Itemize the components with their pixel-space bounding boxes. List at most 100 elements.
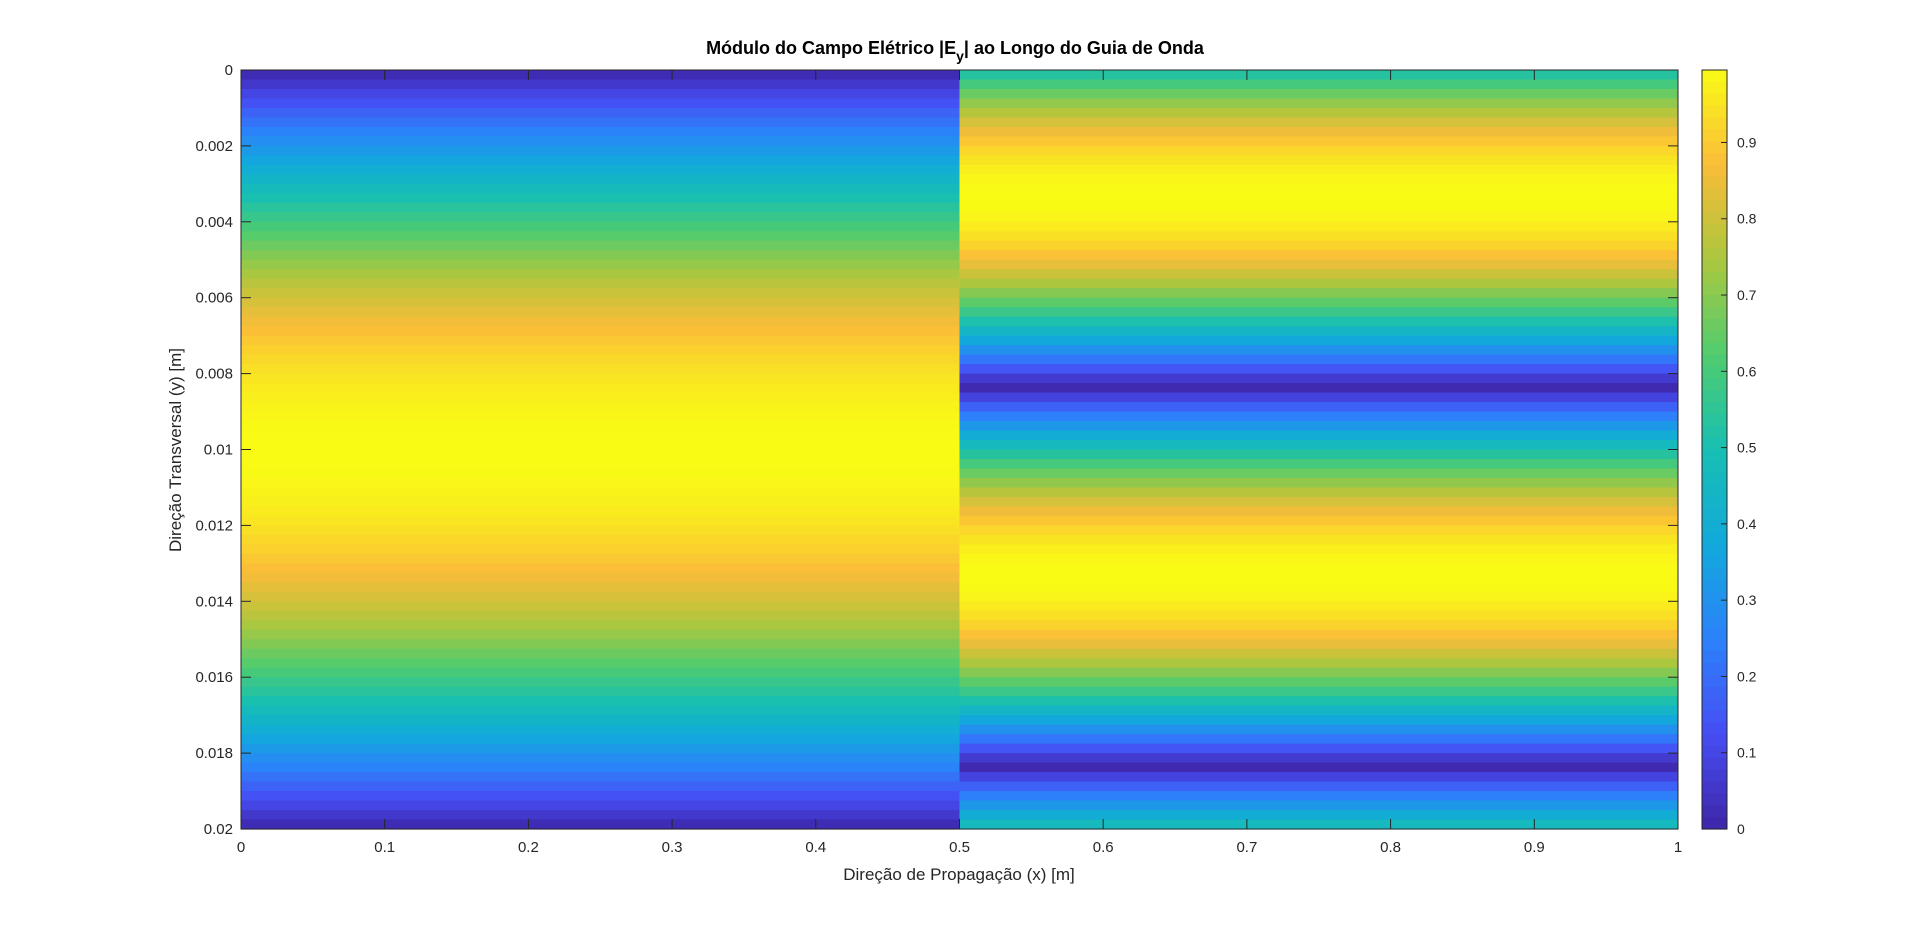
- colorbar-segment: [1702, 236, 1727, 249]
- colorbar-segment: [1702, 330, 1727, 344]
- colorbar-segment: [1702, 307, 1727, 320]
- heatmap-cell: [241, 819, 960, 830]
- x-tick-label: 0.1: [374, 839, 395, 856]
- colorbar-segment: [1702, 449, 1727, 462]
- colorbar-segment: [1702, 319, 1727, 332]
- heatmap-cell: [959, 307, 1678, 318]
- heatmap-cell: [959, 288, 1678, 299]
- colorbar-segment: [1702, 259, 1727, 273]
- heatmap-cell: [241, 70, 960, 81]
- heatmap-cell: [959, 79, 1678, 90]
- heatmap-cell: [241, 696, 960, 707]
- heatmap-cell: [959, 164, 1678, 175]
- heatmap-cell: [241, 164, 960, 175]
- heatmap-plot: [241, 70, 1678, 830]
- colorbar-segment: [1702, 674, 1727, 688]
- colorbar-segment: [1702, 342, 1727, 356]
- heatmap-cell: [959, 240, 1678, 251]
- heatmap-cell: [959, 98, 1678, 109]
- heatmap-cell: [241, 781, 960, 792]
- colorbar-segment: [1702, 212, 1727, 225]
- colorbar-segment: [1702, 437, 1727, 451]
- y-tick-label: 0: [225, 62, 233, 79]
- colorbar: [1702, 70, 1727, 830]
- y-tick-label: 0.002: [195, 138, 233, 155]
- heatmap-cell: [959, 705, 1678, 716]
- heatmap-cell: [959, 715, 1678, 726]
- heatmap-cell: [959, 563, 1678, 574]
- heatmap-cell: [959, 145, 1678, 156]
- heatmap-cell: [241, 440, 960, 451]
- colorbar-tick-label: 0: [1737, 821, 1745, 837]
- heatmap-cell: [959, 212, 1678, 223]
- colorbar-segment: [1702, 639, 1727, 652]
- heatmap-cell: [959, 781, 1678, 792]
- y-axis-label: Direção Transversal (y) [m]: [166, 348, 185, 552]
- heatmap-cell: [959, 107, 1678, 119]
- colorbar-segment: [1702, 188, 1727, 202]
- heatmap-cell: [241, 316, 960, 327]
- colorbar-segment: [1702, 425, 1727, 439]
- heatmap-cell: [959, 373, 1678, 384]
- heatmap-cell: [959, 383, 1678, 394]
- heatmap-cell: [241, 810, 960, 821]
- heatmap-cell: [959, 487, 1678, 498]
- colorbar-tick-label: 0.2: [1737, 668, 1757, 684]
- heatmap-cell: [241, 392, 960, 403]
- colorbar-segment: [1702, 579, 1727, 593]
- x-tick-label: 0.4: [805, 839, 826, 856]
- heatmap-cell: [959, 250, 1678, 261]
- colorbar-segment: [1702, 686, 1727, 700]
- colorbar-segment: [1702, 105, 1727, 119]
- x-tick-label: 0.7: [1236, 839, 1257, 856]
- heatmap-cell: [959, 174, 1678, 185]
- y-tick-label: 0.016: [195, 669, 233, 686]
- colorbar-tick-label: 0.5: [1737, 440, 1757, 456]
- heatmap-cell: [241, 772, 960, 783]
- heatmap-cell: [241, 458, 960, 470]
- heatmap-cell: [959, 772, 1678, 783]
- x-tick-label: 0.2: [518, 839, 539, 856]
- heatmap-cell: [241, 658, 960, 669]
- heatmap-cell: [959, 117, 1678, 128]
- heatmap-cell: [241, 468, 960, 479]
- heatmap-cell: [241, 174, 960, 185]
- colorbar-segment: [1702, 93, 1727, 107]
- colorbar-segment: [1702, 734, 1727, 747]
- heatmap-cell: [241, 193, 960, 204]
- heatmap-cell: [241, 421, 960, 432]
- colorbar-segment: [1702, 117, 1727, 130]
- heatmap-cell: [959, 392, 1678, 403]
- chart-title: Módulo do Campo Elétrico |Ey| ao Longo d…: [706, 38, 1205, 64]
- heatmap-cell: [959, 354, 1678, 365]
- colorbar-segment: [1702, 402, 1727, 415]
- heatmap-cell: [241, 136, 960, 147]
- heatmap-cell: [959, 544, 1678, 555]
- heatmap-cell: [241, 212, 960, 223]
- colorbar-segment: [1702, 698, 1727, 712]
- colorbar-segment: [1702, 651, 1727, 664]
- colorbar-segment: [1702, 153, 1727, 166]
- heatmap-cell: [959, 620, 1678, 631]
- heatmap-cell: [241, 544, 960, 555]
- heatmap-cell: [959, 269, 1678, 280]
- colorbar-segment: [1702, 745, 1727, 759]
- heatmap-cell: [959, 259, 1678, 270]
- heatmap-cell: [241, 525, 960, 536]
- colorbar-segment: [1702, 627, 1727, 640]
- heatmap-cell: [959, 686, 1678, 697]
- heatmap-cell: [959, 326, 1678, 337]
- colorbar-segment: [1702, 496, 1727, 510]
- heatmap-cell: [959, 762, 1678, 773]
- heatmap-cell: [959, 591, 1678, 602]
- heatmap-cell: [959, 430, 1678, 441]
- heatmap-cell: [241, 326, 960, 337]
- heatmap-cell: [959, 155, 1678, 166]
- colorbar-segment: [1702, 70, 1727, 83]
- colorbar-segment: [1702, 532, 1727, 545]
- heatmap-cell: [959, 345, 1678, 356]
- heatmap-cell: [241, 430, 960, 441]
- heatmap-cell: [241, 449, 960, 460]
- colorbar-segment: [1702, 295, 1727, 308]
